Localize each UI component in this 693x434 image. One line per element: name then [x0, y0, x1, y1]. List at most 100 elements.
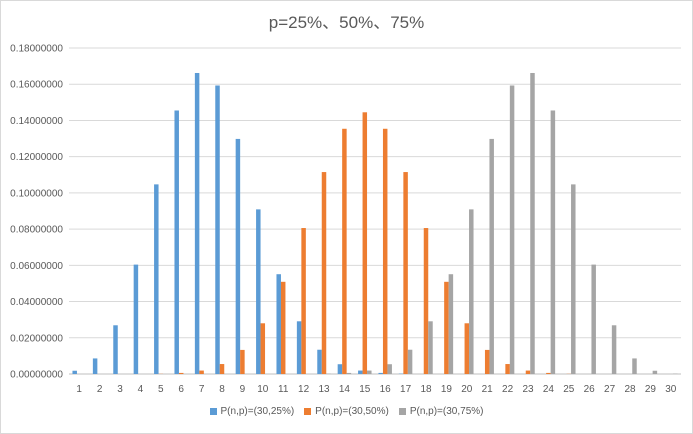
x-tick-label: 10 [257, 384, 269, 395]
y-tick-label: 0.02000000 [10, 333, 63, 344]
bar-series-1 [154, 184, 159, 374]
bar-series-1 [194, 72, 200, 374]
x-tick-label: 24 [543, 384, 555, 395]
chart-legend: P(n,p)=(30,25%) P(n,p)=(30,50%) P(n,p)=(30… [0, 406, 693, 417]
x-tick-label: 20 [461, 384, 473, 395]
y-tick-label: 0.00000000 [10, 370, 63, 381]
gridlines [69, 47, 681, 375]
bar-series-1 [235, 138, 241, 374]
bar-series-1 [92, 358, 98, 374]
bar-series-2 [484, 349, 490, 374]
bar-series-3 [571, 184, 576, 374]
bar-series-1 [378, 372, 383, 374]
bar-series-2 [362, 112, 368, 375]
x-tick-label: 27 [604, 384, 616, 395]
bar-series-3 [387, 364, 392, 374]
bar-series-1 [358, 370, 363, 374]
x-tick-label: 22 [502, 384, 514, 395]
bar-series-1 [215, 85, 220, 375]
bar-series-2 [301, 228, 306, 374]
bar-series-3 [509, 85, 515, 375]
x-tick-label: 9 [240, 384, 246, 395]
legend-item-series-1: P(n,p)=(30,25%) [209, 406, 295, 417]
bar-series-2 [444, 281, 449, 374]
bars [72, 72, 678, 375]
bar-series-2 [403, 172, 408, 374]
bar-series-2 [382, 128, 388, 374]
bar-series-2 [240, 349, 245, 374]
bar-series-2 [219, 364, 225, 374]
y-tick-label: 0.10000000 [10, 188, 63, 199]
bar-series-3 [469, 209, 474, 374]
y-tick-label: 0.14000000 [10, 116, 63, 127]
x-tick-label: 17 [400, 384, 412, 395]
bar-series-3 [530, 72, 535, 374]
bar-series-2 [525, 370, 531, 374]
legend-item-series-3: P(n,p)=(30,75%) [398, 406, 484, 417]
y-tick-label: 0.08000000 [10, 225, 63, 236]
bar-series-3 [407, 349, 413, 374]
x-tick-label: 2 [97, 384, 103, 395]
x-tick-label: 11 [278, 384, 289, 395]
bar-series-1 [337, 364, 343, 374]
x-tick-label: 5 [158, 384, 164, 395]
bar-series-1 [296, 321, 302, 374]
bar-series-1 [276, 274, 281, 374]
y-axis: 0.00000000 0.02000000 0.04000000 0.06000000… [10, 44, 63, 381]
bar-series-2 [199, 370, 204, 374]
x-tick-label: 14 [339, 384, 351, 395]
bar-series-3 [591, 264, 596, 374]
legend-swatch [209, 408, 217, 415]
x-axis: 1 2 3 4 5 6 7 8 9 10 11 12 13 14 15 16 17 18 19 20 21 22 23 24 2… [76, 384, 676, 395]
bar-series-2 [342, 128, 347, 374]
bar-series-1 [133, 264, 139, 374]
bar-series-3 [489, 138, 494, 374]
x-tick-label: 28 [624, 384, 636, 395]
bar-series-3 [367, 370, 372, 374]
x-tick-label: 29 [645, 384, 657, 395]
bar-series-2 [178, 372, 184, 374]
chart-title: p=25%、50%、75% [268, 13, 425, 32]
x-tick-label: 30 [665, 384, 677, 395]
y-tick-label: 0.16000000 [10, 80, 63, 91]
bar-series-2 [423, 228, 429, 374]
x-tick-label: 19 [441, 384, 453, 395]
y-tick-label: 0.06000000 [10, 261, 63, 272]
bar-series-1 [174, 110, 179, 374]
legend-label: P(n,p)=(30,50%) [315, 406, 389, 417]
bar-series-2 [464, 323, 470, 374]
y-tick-label: 0.04000000 [10, 297, 63, 308]
bar-series-2 [260, 323, 266, 374]
bar-series-3 [428, 321, 433, 374]
bar-series-1 [113, 325, 118, 374]
bar-series-3 [611, 325, 617, 374]
bar-series-2 [280, 281, 286, 374]
bar-series-3 [550, 110, 556, 374]
bar-series-3 [448, 274, 454, 374]
bar-series-3 [632, 358, 637, 374]
bar-series-1 [72, 370, 77, 374]
x-tick-label: 25 [563, 384, 575, 395]
legend-label: P(n,p)=(30,25%) [220, 406, 295, 417]
bar-series-2 [546, 372, 551, 374]
x-tick-label: 23 [522, 384, 534, 395]
x-tick-label: 12 [298, 384, 310, 395]
x-tick-label: 26 [584, 384, 596, 395]
y-tick-label: 0.12000000 [10, 152, 63, 163]
bar-series-1 [256, 209, 261, 374]
x-tick-label: 6 [178, 384, 184, 395]
x-tick-label: 1 [76, 384, 82, 395]
bar-series-3 [346, 372, 352, 374]
legend-label: P(n,p)=(30,75%) [409, 406, 484, 417]
x-tick-label: 16 [380, 384, 392, 395]
bar-series-3 [652, 370, 658, 374]
bar-series-2 [321, 172, 327, 374]
bar-series-2 [505, 364, 510, 374]
x-tick-label: 3 [117, 384, 123, 395]
bar-series-1 [317, 349, 322, 374]
legend-swatch [304, 408, 312, 415]
x-tick-label: 7 [199, 384, 205, 395]
x-tick-label: 13 [318, 384, 330, 395]
y-tick-label: 0.18000000 [10, 44, 63, 55]
